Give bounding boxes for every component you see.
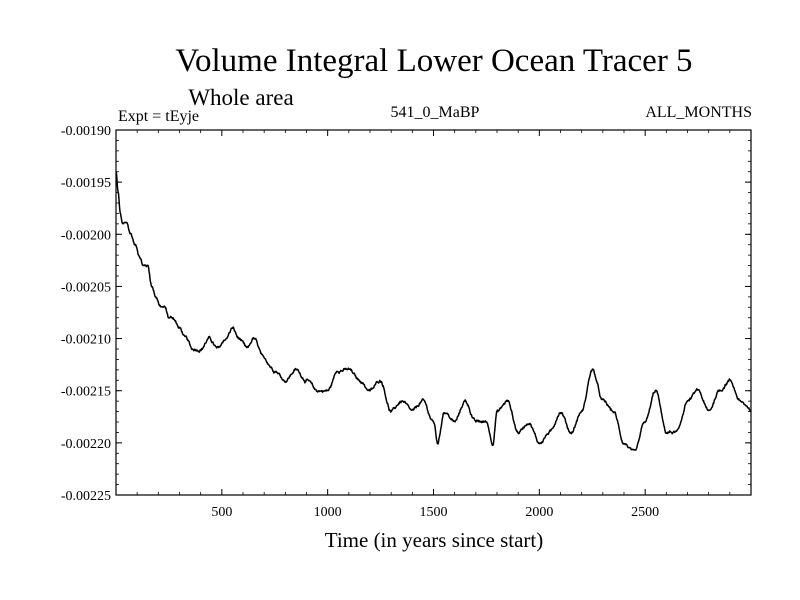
series-line	[115, 171, 752, 451]
x-tick-label: 2500	[631, 505, 659, 520]
y-tick-label: -0.00205	[61, 280, 111, 295]
x-tick-label: 1000	[314, 505, 342, 520]
x-tick-label: 1500	[420, 505, 448, 520]
y-axis: -0.00190 -0.00195 -0.00200 -0.00205 -0.00210…	[61, 124, 751, 504]
y-tick-label: -0.00210	[61, 333, 111, 348]
x-axis-title: Time (in years since start)	[325, 528, 544, 552]
x-tick-label: 500	[211, 505, 232, 520]
y-tick-label: -0.00215	[61, 385, 111, 400]
months-label: ALL_MONTHS	[645, 104, 752, 121]
y-tick-label: -0.00195	[61, 176, 111, 191]
series-group	[115, 171, 752, 451]
y-tick-label: -0.00190	[61, 124, 111, 139]
x-axis: 500 1000 1500 2000 2500	[136, 130, 731, 520]
y-tick-label: -0.00200	[61, 228, 111, 243]
chart-title: Volume Integral Lower Ocean Tracer 5	[175, 43, 692, 79]
x-tick-label: 2000	[525, 505, 553, 520]
chart-subtitle: Whole area	[188, 85, 293, 110]
plot-frame	[115, 129, 752, 496]
period-label: 541_0_MaBP	[391, 104, 480, 121]
experiment-label: Expt = tEyje	[118, 108, 199, 125]
y-tick-label: -0.00220	[61, 437, 111, 452]
y-tick-label: -0.00225	[61, 489, 111, 504]
